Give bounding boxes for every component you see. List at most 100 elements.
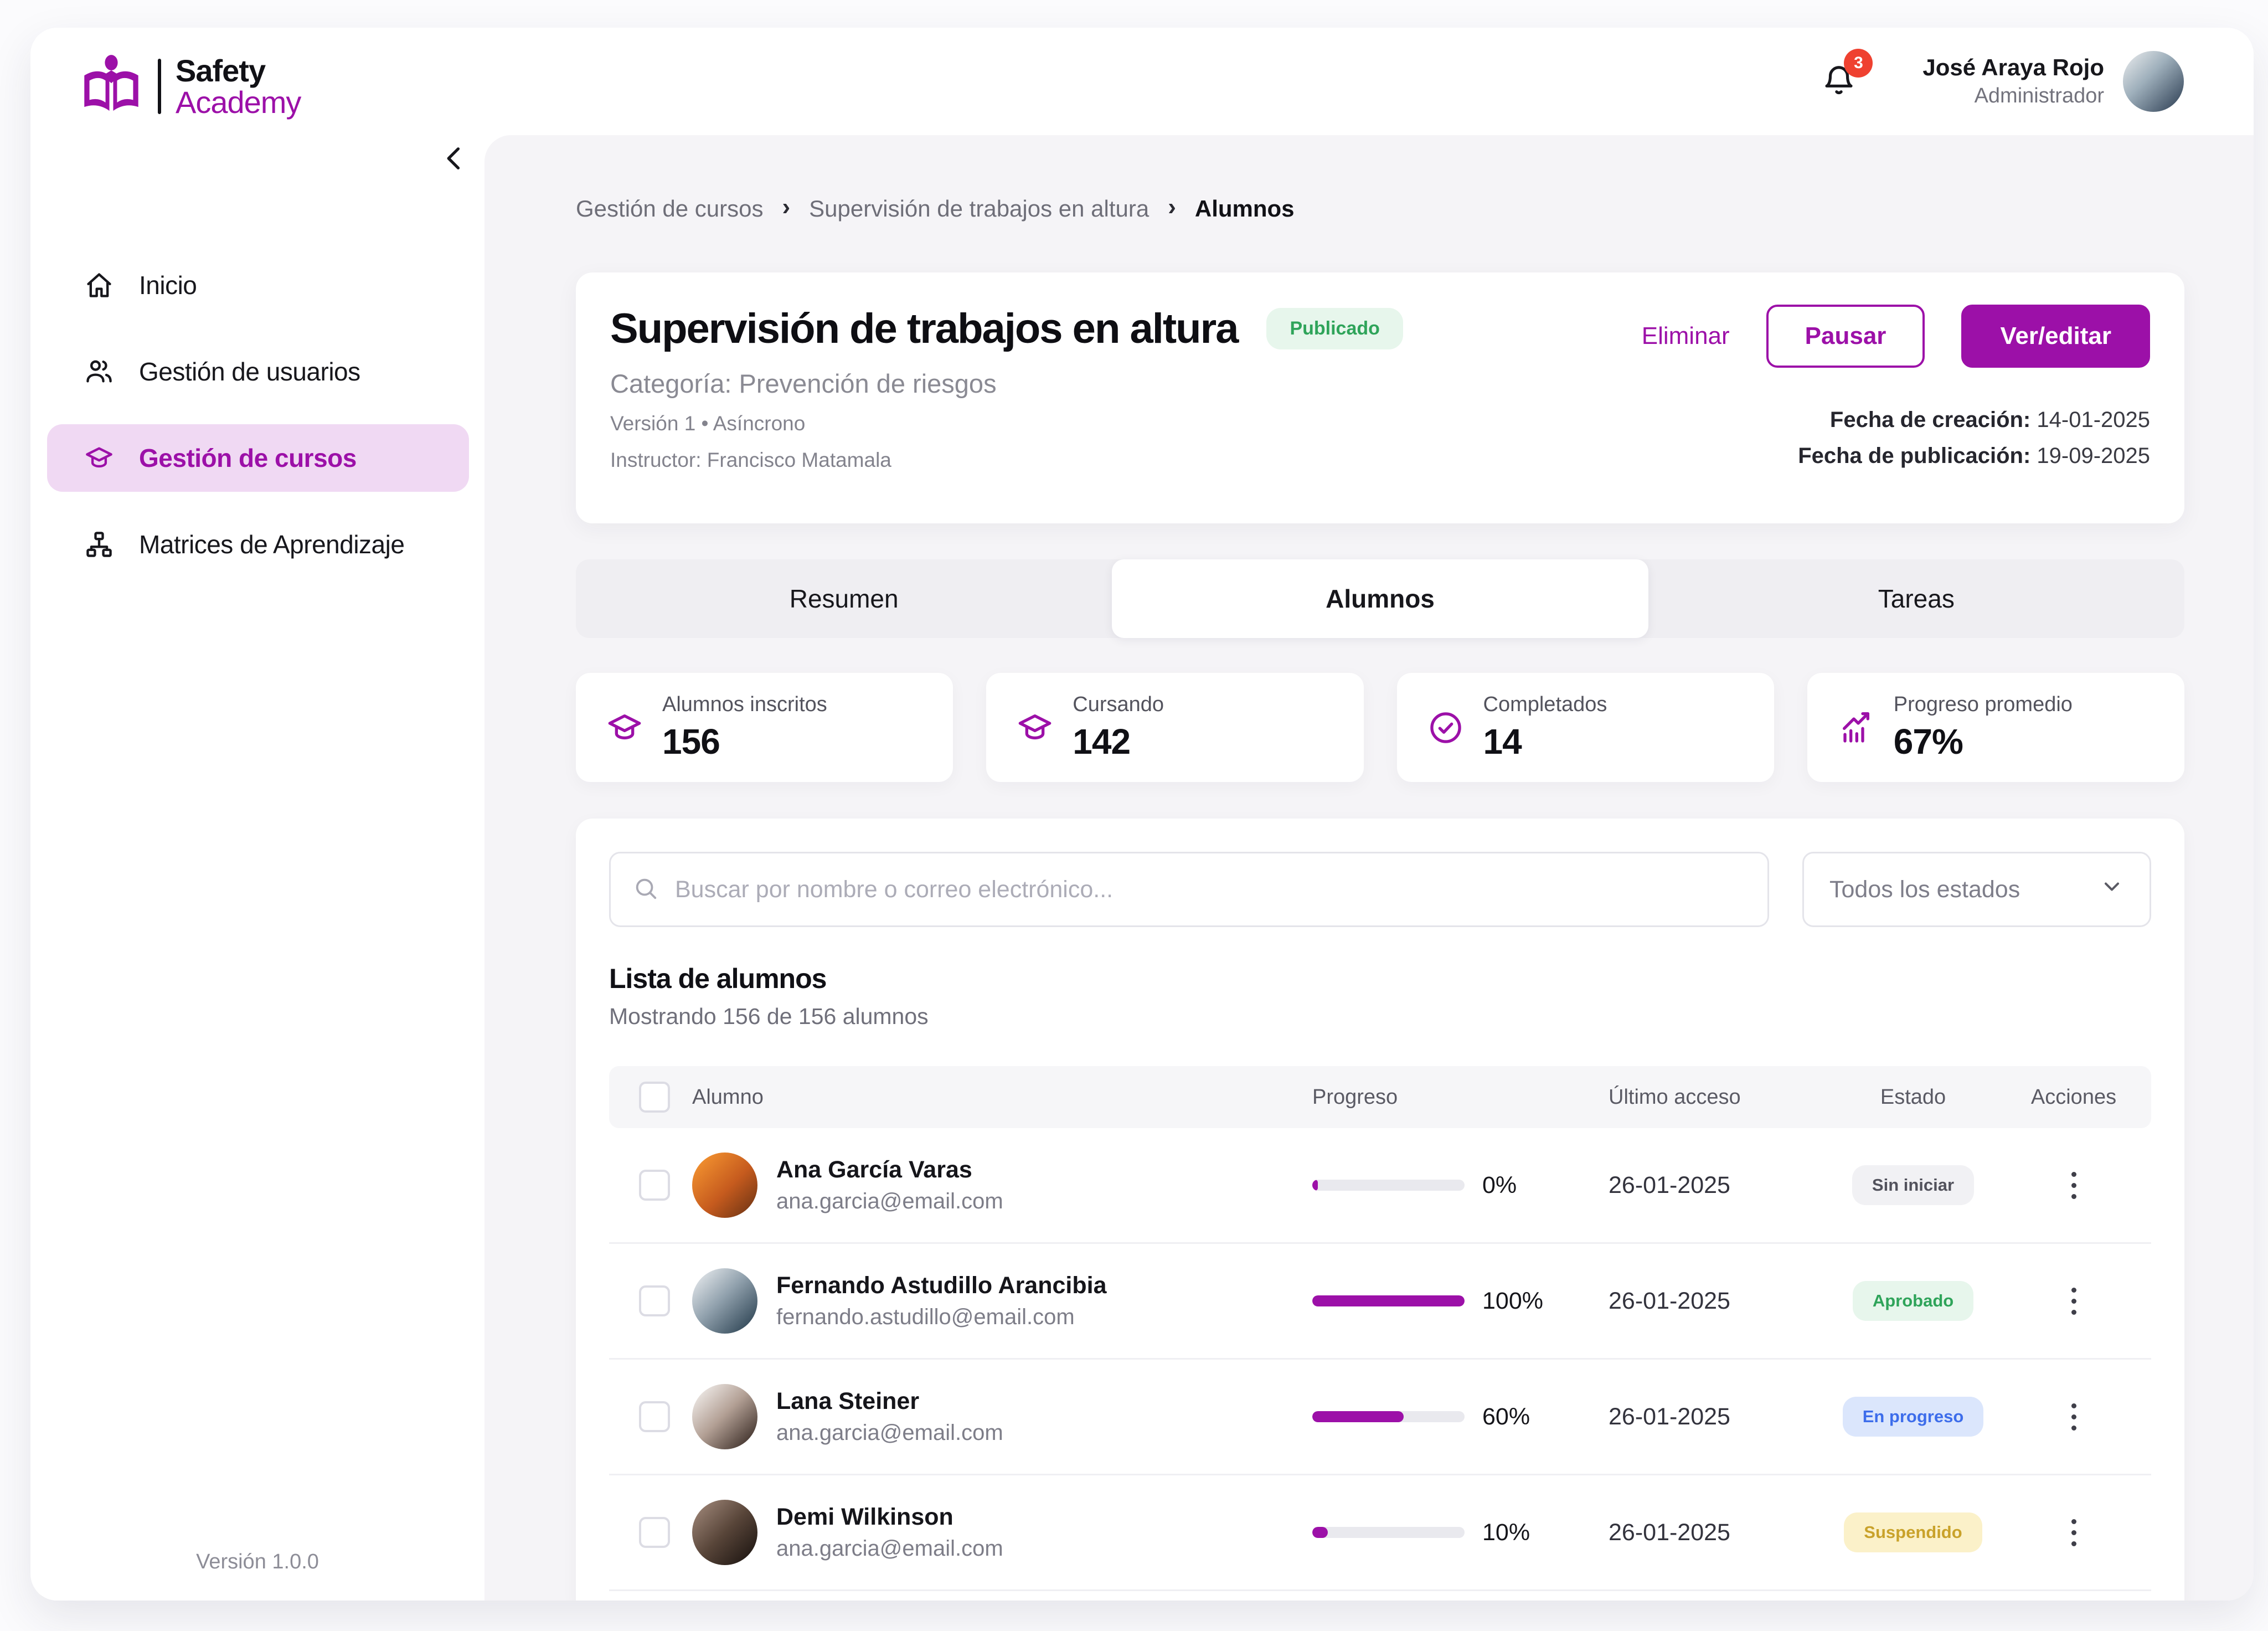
brand-divider <box>158 59 161 114</box>
sidebar-item-label: Gestión de usuarios <box>139 357 360 386</box>
sidebar: Safety Academy Inicio Gestión de usuarios… <box>30 28 484 1601</box>
delete-course-button[interactable]: Eliminar <box>1641 322 1730 349</box>
progress-bar <box>1312 1180 1465 1191</box>
select-all-checkbox[interactable] <box>639 1082 670 1113</box>
tab-resumen[interactable]: Resumen <box>789 584 899 613</box>
row-actions-menu-button[interactable] <box>2064 1280 2084 1323</box>
created-date-value: 14-01-2025 <box>2037 408 2150 432</box>
row-checkbox[interactable] <box>639 1401 670 1432</box>
course-instructor-line: Instructor: Francisco Matamala <box>610 449 891 471</box>
student-email: ana.garcia@email.com <box>776 1536 1003 1561</box>
user-meta: José Araya Rojo Administrador <box>1922 54 2104 109</box>
sidebar-item-label: Inicio <box>139 271 197 300</box>
chevron-right-icon: › <box>782 193 791 220</box>
progress-percent: 0% <box>1482 1171 1517 1198</box>
stat-value: 156 <box>662 722 720 762</box>
pause-course-button[interactable]: Pausar <box>1766 305 1925 368</box>
sidebar-item-matrices-aprendizaje[interactable]: Matrices de Aprendizaje <box>47 511 469 578</box>
book-reader-logo-icon <box>84 55 138 111</box>
last-access-date: 26-01-2025 <box>1609 1171 1730 1198</box>
sidebar-collapse-button[interactable] <box>437 141 472 177</box>
progress-bar-fill <box>1312 1527 1328 1538</box>
column-header-estado: Estado <box>1880 1085 1946 1109</box>
progress-percent: 10% <box>1482 1519 1530 1546</box>
app-version: Versión 1.0.0 <box>196 1550 319 1573</box>
progress-bar <box>1312 1295 1465 1306</box>
status-badge: Aprobado <box>1852 1281 1974 1321</box>
student-avatar <box>692 1152 757 1218</box>
tab-alumnos[interactable]: Alumnos <box>1112 559 1648 638</box>
breadcrumb: Gestión de cursos › Supervisión de trabajo… <box>576 193 2184 223</box>
user-role: Administrador <box>1974 84 2104 108</box>
status-badge: Sin iniciar <box>1852 1165 1975 1205</box>
student-name: Fernando Astudillo Arancibia <box>776 1272 1107 1299</box>
brand-name-top: Safety <box>176 53 266 88</box>
grad-cap-icon <box>1017 710 1053 745</box>
main-content: Gestión de cursos › Supervisión de trabajo… <box>484 135 2254 1601</box>
table-header: Alumno Progreso Último acceso Estado Acc… <box>609 1066 2151 1128</box>
user-avatar[interactable] <box>2123 51 2184 112</box>
progress-bar-fill <box>1312 1411 1404 1422</box>
stat-label: Progreso promedio <box>1893 693 2073 716</box>
stats-row: Alumnos inscritos 156 Cursando 142 Compl… <box>576 673 2184 782</box>
course-tabs: Resumen Alumnos Tareas <box>576 559 2184 638</box>
sidebar-item-label: Matrices de Aprendizaje <box>139 530 405 559</box>
published-date-value: 19-09-2025 <box>2037 443 2150 468</box>
brand-logo: Safety Academy <box>79 54 484 119</box>
view-edit-course-button[interactable]: Ver/editar <box>1961 305 2150 368</box>
chevron-right-icon: › <box>1168 193 1176 220</box>
stat-label: Completados <box>1483 693 1607 716</box>
student-name: Lana Steiner <box>776 1388 920 1414</box>
student-avatar <box>692 1384 757 1449</box>
sidebar-item-inicio[interactable]: Inicio <box>47 251 469 319</box>
student-name: Demi Wilkinson <box>776 1504 953 1530</box>
row-actions-menu-button[interactable] <box>2064 1396 2084 1438</box>
stat-card: Alumnos inscritos 156 <box>576 673 953 782</box>
notifications-button[interactable]: 3 <box>1822 48 1873 100</box>
check-circle-icon <box>1428 710 1463 745</box>
progress-bar <box>1312 1527 1465 1538</box>
stat-label: Alumnos inscritos <box>662 693 827 716</box>
stat-label: Cursando <box>1073 693 1164 716</box>
row-checkbox[interactable] <box>639 1285 670 1316</box>
course-status-badge: Publicado <box>1266 308 1403 349</box>
stat-value: 14 <box>1483 722 1522 762</box>
search-icon <box>633 876 658 904</box>
sidebar-item-gestion-cursos[interactable]: Gestión de cursos <box>47 424 469 492</box>
progress-bar-fill <box>1312 1295 1465 1306</box>
student-name: Ana García Varas <box>776 1156 972 1183</box>
home-icon <box>85 271 114 300</box>
status-filter-select[interactable]: Todos los estados <box>1802 852 2151 927</box>
row-actions-menu-button[interactable] <box>2064 1164 2084 1207</box>
course-title: Supervisión de trabajos en altura <box>610 305 1239 352</box>
row-checkbox[interactable] <box>639 1170 670 1201</box>
table-body: Ana García Varas ana.garcia@email.com 0%… <box>609 1128 2151 1591</box>
tab-tareas[interactable]: Tareas <box>1878 584 1955 613</box>
row-checkbox[interactable] <box>639 1517 670 1548</box>
sidebar-item-gestion-usuarios[interactable]: Gestión de usuarios <box>47 338 469 405</box>
column-header-alumno: Alumno <box>692 1085 764 1109</box>
list-title: Lista de alumnos <box>609 963 827 994</box>
student-email: ana.garcia@email.com <box>776 1189 1003 1213</box>
breadcrumb-item[interactable]: Supervisión de trabajos en altura <box>809 195 1150 222</box>
published-date-label: Fecha de publicación: <box>1798 443 2031 468</box>
users-icon <box>85 357 114 386</box>
search-input[interactable] <box>674 875 1745 904</box>
progress-percent: 60% <box>1482 1403 1530 1430</box>
breadcrumb-item[interactable]: Gestión de cursos <box>576 195 764 222</box>
chart-icon <box>1838 710 1874 745</box>
stat-value: 142 <box>1073 722 1131 762</box>
student-email: fernando.astudillo@email.com <box>776 1305 1075 1329</box>
breadcrumb-item: Alumnos <box>1194 195 1295 222</box>
sidebar-item-label: Gestión de cursos <box>139 444 357 472</box>
column-header-progreso: Progreso <box>1312 1085 1398 1109</box>
topbar: 3 José Araya Rojo Administrador <box>484 28 2254 135</box>
stat-card: Cursando 142 <box>986 673 1364 782</box>
column-header-acciones: Acciones <box>2030 1085 2117 1109</box>
last-access-date: 26-01-2025 <box>1609 1519 1730 1546</box>
app-window: Safety Academy Inicio Gestión de usuarios… <box>30 28 2254 1601</box>
status-badge: Suspendido <box>1844 1512 1982 1552</box>
row-actions-menu-button[interactable] <box>2064 1511 2084 1554</box>
kebab-icon <box>2071 1287 2076 1315</box>
